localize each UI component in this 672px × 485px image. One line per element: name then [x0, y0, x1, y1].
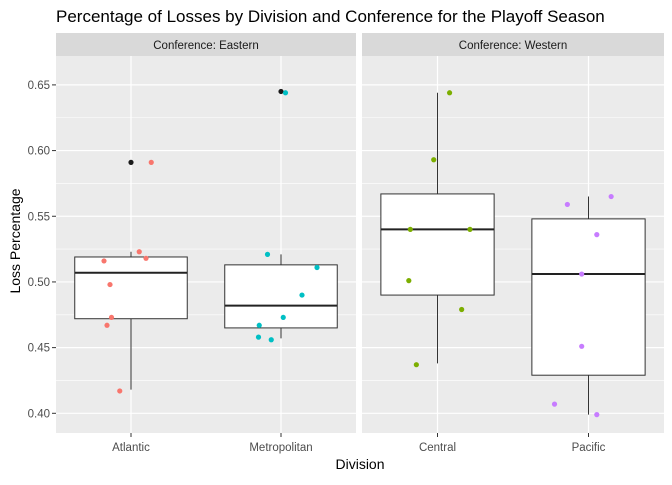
y-axis-title: Loss Percentage	[7, 188, 23, 293]
box-body	[74, 256, 188, 320]
data-point	[459, 306, 465, 313]
y-axis: 0.40 0.45 0.50 0.55 0.60 0.65	[28, 80, 56, 420]
data-point	[107, 281, 113, 288]
facet-strip	[56, 33, 356, 56]
data-point	[108, 314, 115, 321]
data-point	[446, 90, 453, 96]
y-tick-label: 0.40	[28, 408, 50, 420]
y-tick-label: 0.55	[28, 211, 50, 223]
facet-strip-label: Conference: Western	[459, 40, 567, 52]
data-point	[551, 401, 558, 407]
data-point	[413, 362, 419, 368]
data-point	[256, 322, 262, 328]
data-point	[467, 226, 473, 232]
data-point	[101, 258, 107, 264]
x-tick-label: Central	[419, 442, 456, 454]
data-point	[282, 90, 289, 96]
facet-strip-label: Conference: Eastern	[153, 40, 258, 52]
box-atlantic	[74, 159, 188, 394]
y-tick-label: 0.60	[28, 146, 50, 158]
data-point	[594, 232, 600, 238]
facet-strip	[362, 33, 664, 56]
data-point	[143, 255, 149, 261]
data-point	[104, 322, 110, 328]
data-point	[407, 226, 413, 232]
y-tick-label: 0.50	[28, 277, 50, 289]
data-point	[136, 249, 142, 255]
outlier-point	[278, 88, 284, 95]
data-point	[264, 251, 271, 257]
data-point	[148, 159, 154, 166]
data-point	[314, 264, 320, 271]
data-point	[299, 292, 305, 298]
data-point	[564, 201, 570, 208]
data-point	[608, 193, 614, 200]
data-point	[268, 337, 274, 343]
panel-background	[56, 56, 356, 433]
data-point	[431, 157, 437, 163]
box-central	[380, 90, 495, 368]
box-body	[380, 193, 495, 296]
x-tick-label: Atlantic	[112, 442, 150, 454]
data-point	[594, 412, 600, 418]
box-metropolitan	[224, 88, 338, 343]
facet-panel: Conference: Eastern	[56, 33, 356, 433]
chart-title: Percentage of Losses by Division and Con…	[56, 7, 605, 26]
data-point	[117, 388, 123, 394]
x-axis-title: Division	[335, 456, 384, 472]
x-axis: Atlantic Metropolitan Central Pacific	[112, 433, 606, 454]
outlier-point	[128, 159, 134, 166]
y-tick-label: 0.45	[28, 343, 50, 355]
panels: Conference: Eastern Conference: Western	[56, 33, 664, 433]
box-body	[531, 218, 646, 376]
data-point	[579, 271, 585, 277]
data-point	[255, 334, 262, 340]
x-tick-label: Pacific	[572, 442, 606, 454]
data-point	[406, 278, 412, 284]
data-point	[579, 343, 585, 349]
facet-panel: Conference: Western	[362, 33, 664, 433]
y-tick-label: 0.65	[28, 80, 50, 92]
box-pacific	[531, 193, 646, 418]
data-point	[280, 314, 286, 321]
x-tick-label: Metropolitan	[249, 442, 312, 454]
